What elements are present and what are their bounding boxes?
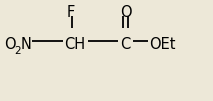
Text: CH: CH — [64, 37, 85, 52]
Text: 2: 2 — [14, 45, 21, 56]
Text: O: O — [4, 37, 16, 52]
Text: O: O — [120, 5, 131, 20]
Text: C: C — [120, 37, 131, 52]
Text: N: N — [20, 37, 31, 52]
Text: F: F — [66, 5, 74, 20]
Text: OEt: OEt — [149, 37, 176, 52]
